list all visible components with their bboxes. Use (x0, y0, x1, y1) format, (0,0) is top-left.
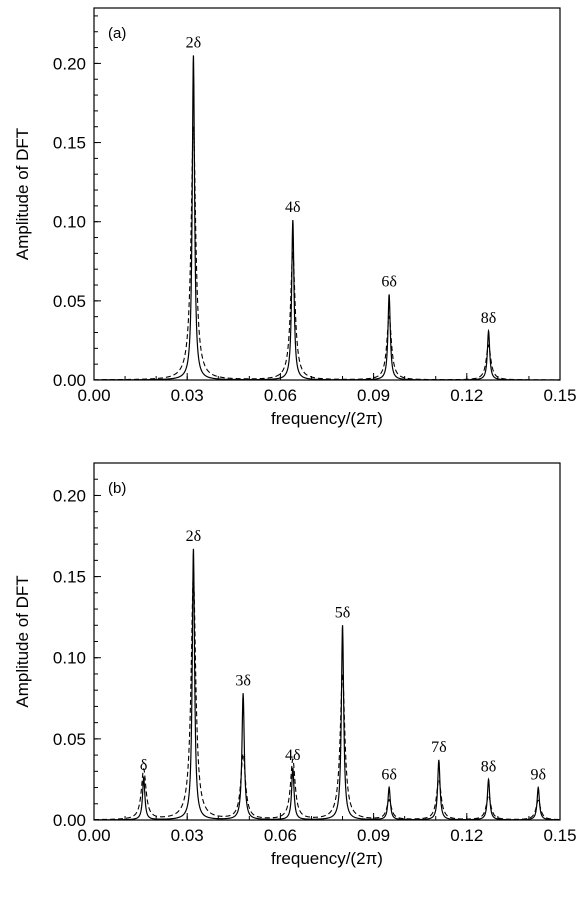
x-tick-label: 0.15 (543, 386, 576, 405)
x-tick-label: 0.12 (450, 826, 483, 845)
x-tick-label: 0.06 (264, 386, 297, 405)
peak-label: 6δ (381, 274, 397, 291)
peak-label: 2δ (186, 34, 202, 51)
y-tick-label: 0.15 (53, 568, 86, 587)
y-tick-label: 0.20 (53, 54, 86, 73)
x-tick-label: 0.15 (543, 826, 576, 845)
peak-label: 5δ (335, 604, 351, 621)
peak-label: 7δ (431, 739, 447, 756)
peak-label: 2δ (186, 528, 202, 545)
peak-label: 4δ (285, 199, 301, 216)
y-axis-title: Amplitude of DFT (13, 128, 32, 260)
y-tick-label: 0.05 (53, 292, 86, 311)
series-line-dashed (94, 126, 560, 381)
y-tick-label: 0.00 (53, 811, 86, 830)
peak-label: 9δ (530, 767, 546, 784)
x-tick-label: 0.09 (357, 386, 390, 405)
peak-label: 8δ (481, 310, 497, 327)
x-tick-label: 0.12 (450, 386, 483, 405)
peak-label: δ (140, 757, 148, 774)
y-tick-label: 0.10 (53, 649, 86, 668)
chart-panel-a: 0.00 0.03 0.06 0.09 0.12 0.15 0.00 0.05 0.10 0.15… (13, 7, 577, 428)
x-tick-label: 0.00 (77, 386, 110, 405)
y-tick-label: 0.20 (53, 486, 86, 505)
y-tick-label: 0.15 (53, 134, 86, 153)
x-tick-label: 0.09 (357, 826, 390, 845)
x-axis-title: frequency/(2π) (271, 409, 383, 428)
peak-label: 8δ (481, 758, 497, 775)
x-tick-label: 0.03 (171, 386, 204, 405)
x-tick-label: 0.03 (171, 826, 204, 845)
x-axis-title: frequency/(2π) (271, 849, 383, 868)
y-axis-title: Amplitude of DFT (13, 575, 32, 707)
y-tick-label: 0.00 (53, 371, 86, 390)
y-tick-label: 0.05 (53, 730, 86, 749)
series-line-dashed (94, 575, 561, 821)
x-tick-label: 0.06 (264, 826, 297, 845)
peak-label: 6δ (381, 767, 397, 784)
peak-label: 4δ (285, 747, 301, 764)
x-tick-label: 0.00 (77, 826, 110, 845)
y-tick-label: 0.10 (53, 213, 86, 232)
series-line-solid (93, 55, 560, 381)
peak-label: 3δ (235, 672, 251, 689)
panel-label: (b) (108, 480, 126, 497)
chart-panel-b: 0.00 0.03 0.06 0.09 0.12 0.15 0.00 0.05 0.10 0.15… (13, 462, 577, 868)
series-line-solid (94, 548, 560, 821)
panel-label: (a) (108, 25, 126, 42)
